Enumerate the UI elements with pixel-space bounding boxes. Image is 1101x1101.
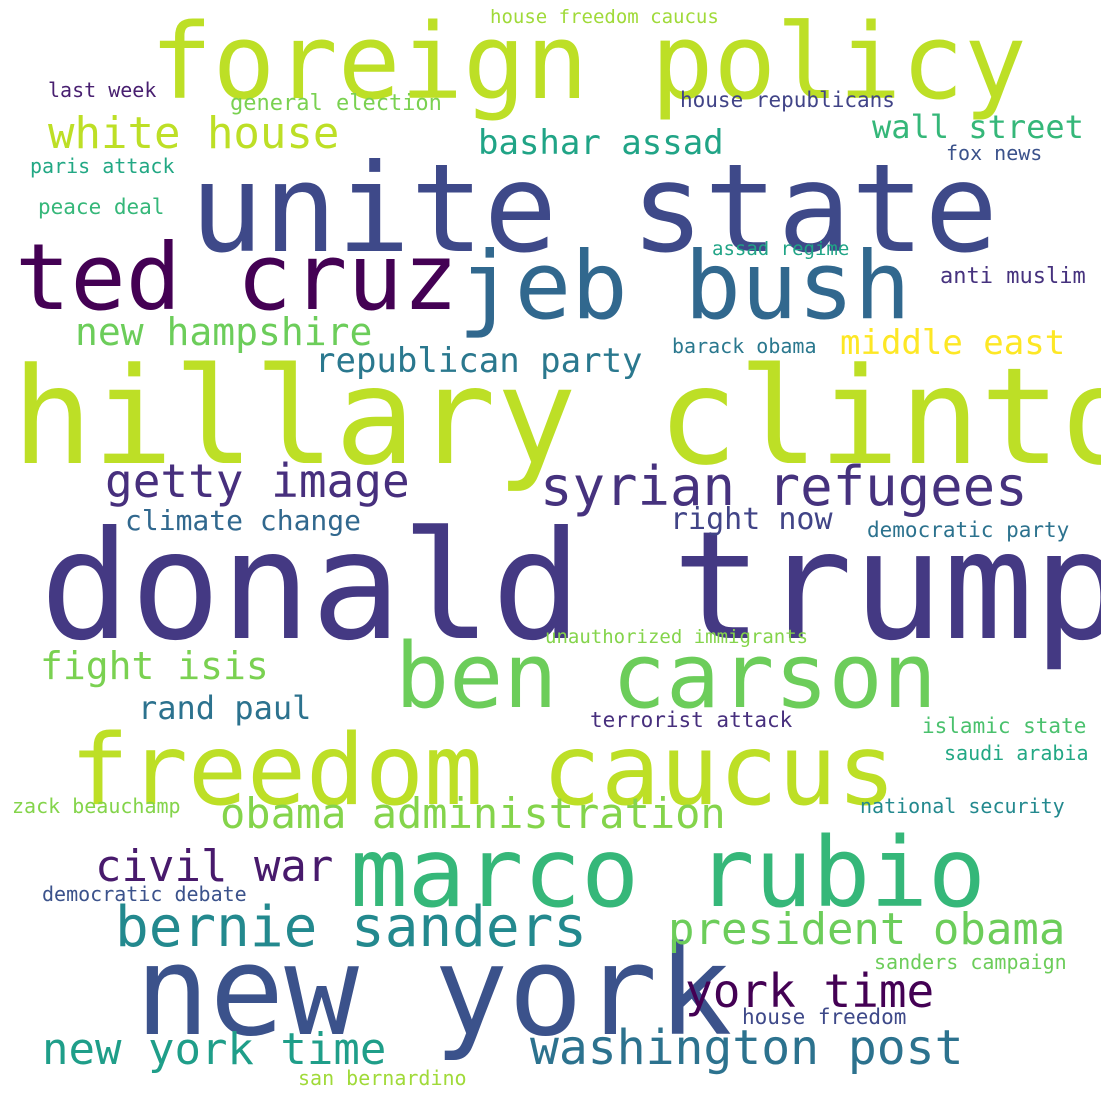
word-terrorist-attack: terrorist attack	[590, 708, 793, 732]
word-climate-change: climate change	[125, 504, 362, 537]
word-last-week: last week	[48, 78, 157, 102]
word-washington-post: washington post	[530, 1020, 964, 1076]
word-bashar-assad: bashar assad	[478, 123, 724, 163]
word-foreign-policy: foreign policy	[150, 1, 1027, 123]
word-sanders-campaign: sanders campaign	[874, 950, 1067, 974]
word-peace-deal: peace deal	[38, 195, 165, 219]
word-national-security: national security	[860, 794, 1065, 818]
word-president-obama: president obama	[668, 904, 1066, 955]
word-paris-attack: paris attack	[30, 154, 175, 178]
word-getty-image: getty image	[105, 454, 410, 508]
word-marco-rubio: marco rubio	[350, 817, 986, 929]
word-zack-beauchamp: zack beauchamp	[12, 794, 181, 818]
word-new-york-time: new york time	[42, 1024, 387, 1075]
word-syrian-refugees: syrian refugees	[540, 455, 1028, 518]
word-house-freedom: house freedom	[742, 1005, 907, 1029]
word-freedom-caucus: freedom caucus	[70, 714, 897, 828]
word-fight-isis: fight isis	[40, 644, 269, 688]
word-house-freedom-caucus: house freedom caucus	[490, 6, 719, 28]
word-unauthorized-immigrants: unauthorized immigrants	[545, 626, 809, 648]
word-democratic-party: democratic party	[867, 518, 1070, 542]
word-right-now: right now	[670, 502, 833, 537]
word-anti-muslim: anti muslim	[940, 264, 1086, 289]
word-house-republicans: house republicans	[680, 88, 895, 112]
word-ben-carson: ben carson	[395, 624, 937, 729]
word-republican-party: republican party	[315, 341, 643, 381]
word-saudi-arabia: saudi arabia	[944, 741, 1089, 765]
word-assad-regime: assad regime	[712, 238, 850, 260]
word-fox-news: fox news	[946, 141, 1043, 165]
word-barack-obama: barack obama	[672, 334, 817, 358]
word-hillary-clinton: hillary clinton	[12, 339, 1101, 495]
word-white-house: white house	[48, 108, 340, 159]
word-democratic-debate: democratic debate	[42, 882, 247, 906]
word-bernie-sanders: bernie sanders	[115, 895, 588, 960]
word-rand-paul: rand paul	[138, 689, 312, 727]
word-unite-state: unite state	[190, 138, 998, 280]
word-general-election: general election	[230, 91, 442, 116]
word-civil-war: civil war	[95, 841, 334, 892]
word-new-hampshire: new hampshire	[75, 310, 373, 354]
word-islamic-state: islamic state	[922, 714, 1087, 738]
word-new-york: new york	[135, 920, 733, 1064]
word-middle-east: middle east	[840, 323, 1066, 363]
word-york-time: york time	[685, 964, 935, 1018]
word-wall-street: wall street	[872, 108, 1084, 146]
word-jeb-bush: jeb bush	[458, 232, 911, 341]
word-donald-trump: donald trump	[40, 500, 1101, 674]
word-san-bernardino: san bernardino	[298, 1066, 467, 1090]
word-obama-administration: obama administration	[220, 789, 726, 838]
word-ted-cruz: ted cruz	[15, 224, 459, 331]
